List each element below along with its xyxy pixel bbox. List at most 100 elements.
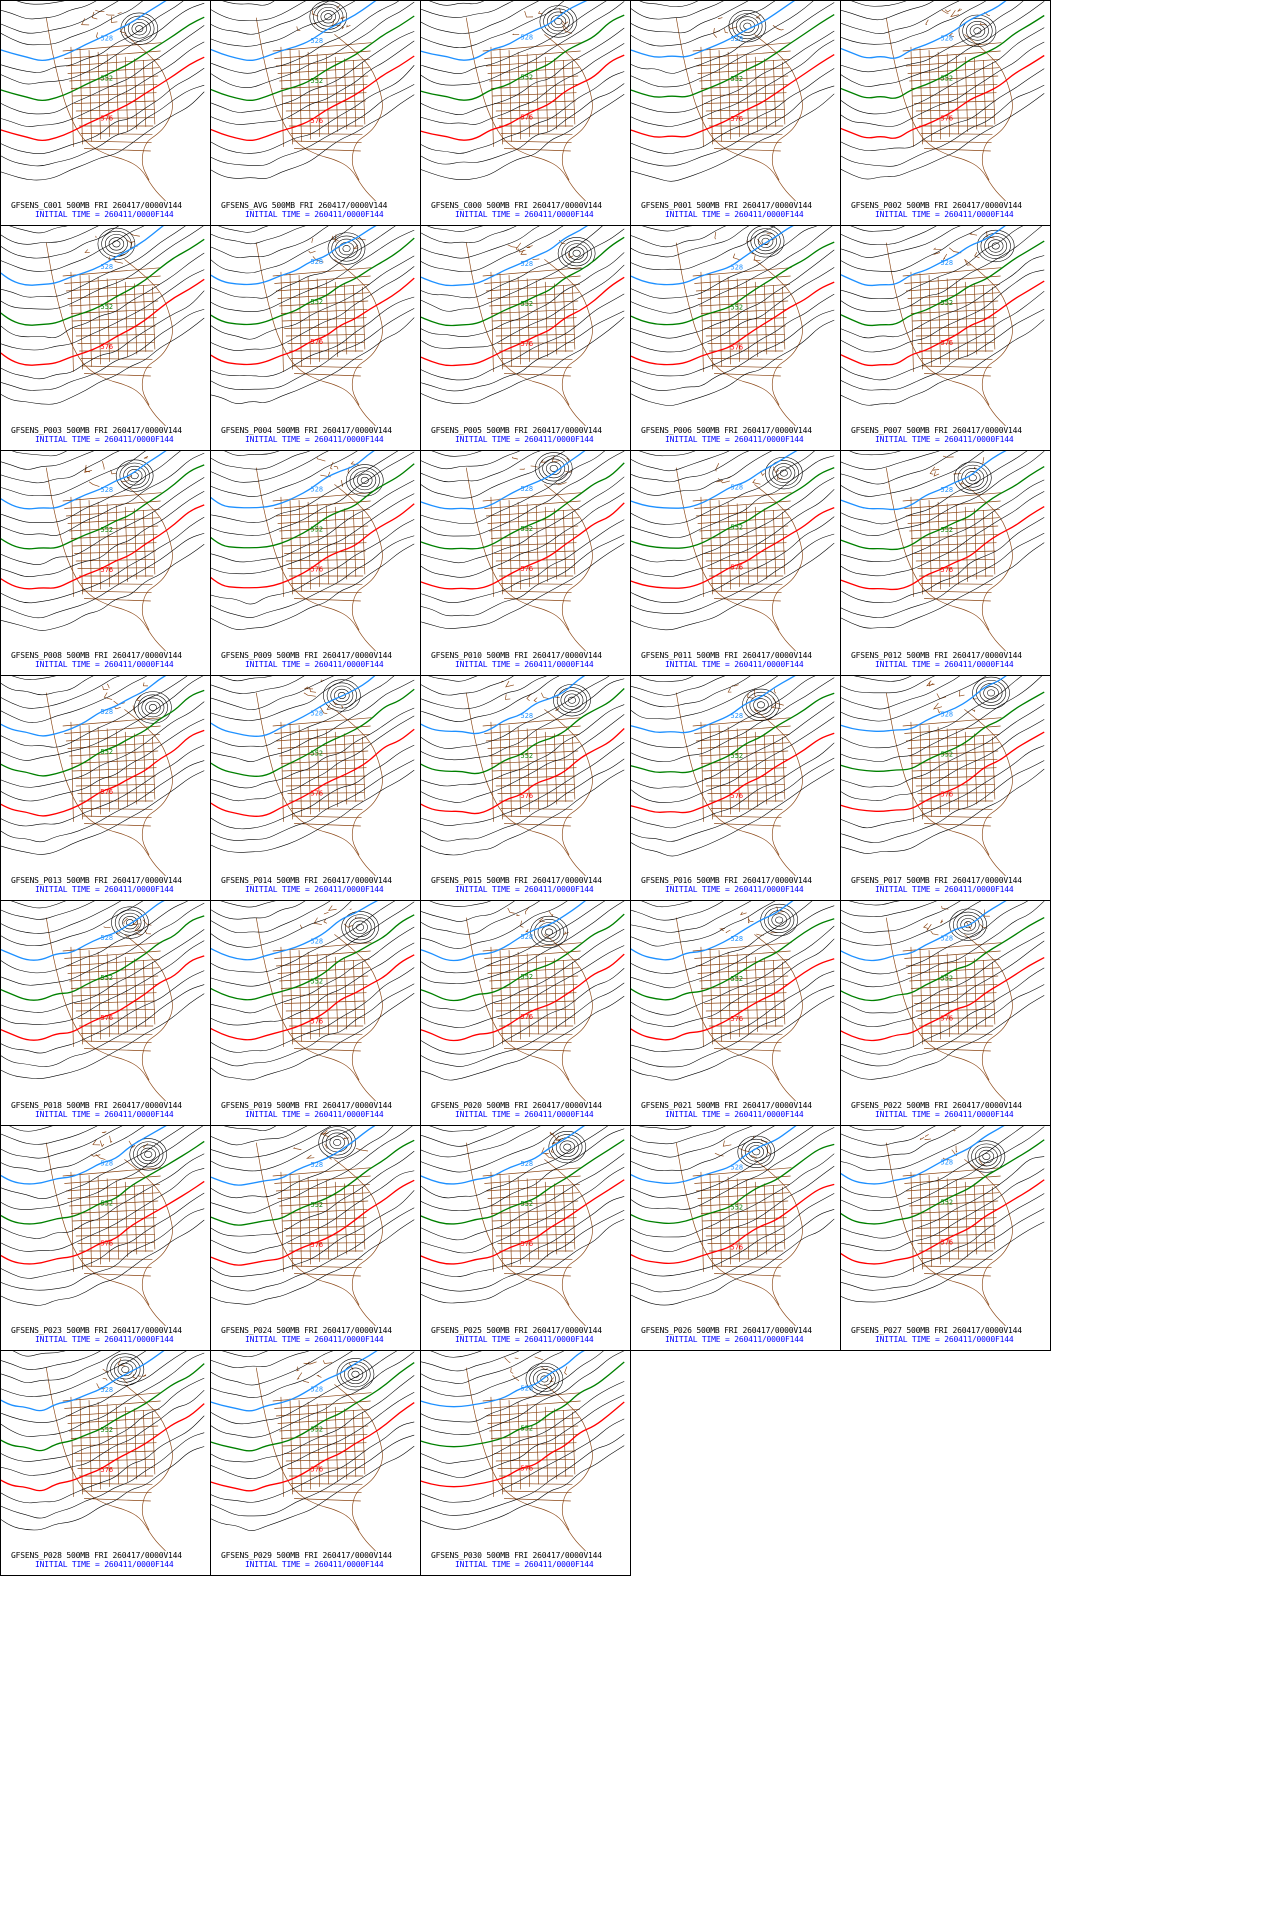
closed-low-contour bbox=[991, 242, 1000, 250]
initial-time-label: INITIAL TIME = 260411/0000F144 bbox=[875, 435, 1014, 444]
height-contour-line bbox=[211, 226, 354, 274]
state-boundary bbox=[707, 1242, 785, 1244]
state-boundary bbox=[362, 61, 366, 125]
state-boundary bbox=[124, 731, 129, 807]
state-boundary bbox=[937, 951, 941, 1040]
island-outline bbox=[303, 686, 314, 690]
height-contour-line bbox=[421, 769, 625, 856]
state-boundary bbox=[499, 1398, 503, 1495]
west-coastline bbox=[465, 467, 586, 651]
island-outline bbox=[303, 1380, 310, 1383]
height-contour-line bbox=[211, 1351, 398, 1425]
state-boundary bbox=[909, 525, 999, 532]
height-contour-line bbox=[211, 226, 396, 299]
contour-576 bbox=[211, 55, 415, 142]
height-contours bbox=[631, 226, 835, 406]
island-outline bbox=[926, 924, 932, 931]
height-contour-line bbox=[631, 1126, 726, 1145]
height-contour-line bbox=[421, 451, 566, 499]
contour-576 bbox=[211, 1179, 415, 1266]
state-boundary bbox=[912, 542, 997, 547]
island-outline bbox=[106, 14, 115, 16]
closed-low-contour bbox=[530, 915, 568, 949]
island-outline bbox=[550, 1148, 554, 1153]
contour-label: 528 bbox=[521, 933, 534, 941]
height-contour-line bbox=[631, 676, 726, 696]
contour-576 bbox=[421, 728, 625, 815]
contour-label: 576 bbox=[941, 114, 954, 122]
height-contour-line bbox=[1, 701, 205, 788]
closed-low-contour bbox=[953, 911, 984, 938]
ensemble-map-panel: 528 552 576 GFSENS_P002 500MB FRI 260417/00… bbox=[840, 0, 1051, 226]
closed-low-contour bbox=[352, 920, 368, 934]
island-outline bbox=[955, 1145, 958, 1153]
contour-528 bbox=[1, 1126, 167, 1185]
island-outline bbox=[942, 253, 948, 260]
state-boundary bbox=[482, 42, 582, 52]
contour-label: 576 bbox=[101, 114, 114, 122]
state-boundary bbox=[517, 726, 521, 815]
closed-low-contour bbox=[541, 925, 557, 939]
state-boundary bbox=[489, 975, 579, 982]
contour-label: 528 bbox=[731, 1163, 744, 1171]
height-contour-line bbox=[841, 27, 1045, 115]
state-boundary bbox=[704, 100, 786, 104]
island-outline bbox=[96, 32, 99, 40]
contour-576 bbox=[841, 1179, 1045, 1265]
height-contours bbox=[1, 1351, 205, 1531]
state-boundary bbox=[494, 325, 576, 329]
state-boundary bbox=[709, 498, 713, 595]
state-boundary bbox=[124, 506, 129, 582]
state-boundary bbox=[710, 1258, 783, 1260]
initial-time-label: INITIAL TIME = 260411/0000F144 bbox=[35, 885, 174, 894]
height-contour-line bbox=[841, 1221, 1045, 1303]
height-contour-line bbox=[841, 479, 1045, 562]
state-boundary bbox=[275, 1184, 370, 1192]
state-boundary bbox=[709, 48, 713, 145]
initial-time-label: INITIAL TIME = 260411/0000F144 bbox=[875, 660, 1014, 669]
contour-label: 552 bbox=[521, 74, 534, 82]
panel-title: GFSENS_P007 500MB FRI 260417/0000V144 bbox=[851, 426, 1022, 435]
state-boundary bbox=[709, 948, 713, 1045]
height-contour-line bbox=[211, 31, 415, 113]
height-contour-line bbox=[1, 676, 148, 723]
state-boundary bbox=[62, 1392, 162, 1402]
closed-low-contour bbox=[982, 1153, 991, 1160]
ensemble-map-panel: 528 552 576 GFSENS_P020 500MB FRI 260417/00… bbox=[420, 900, 631, 1126]
height-contour-line bbox=[1, 452, 205, 536]
height-contour-line bbox=[631, 533, 835, 614]
state-boundary bbox=[973, 733, 978, 805]
island-outline bbox=[324, 1143, 328, 1149]
state-boundary bbox=[292, 1040, 362, 1043]
height-contour-line bbox=[631, 985, 835, 1068]
height-contour-line bbox=[421, 1218, 625, 1304]
island-outline bbox=[713, 33, 717, 38]
closed-low-contour bbox=[133, 1141, 164, 1168]
contour-label: 576 bbox=[941, 566, 954, 574]
state-boundary bbox=[485, 734, 580, 742]
geographic-boundaries bbox=[465, 680, 593, 876]
state-boundary bbox=[489, 1200, 579, 1207]
state-boundary bbox=[553, 283, 558, 355]
contour-label: 576 bbox=[311, 117, 324, 125]
state-boundary bbox=[763, 958, 768, 1030]
state-boundary bbox=[80, 583, 153, 585]
state-boundary bbox=[272, 492, 372, 502]
island-outline bbox=[510, 1367, 514, 1374]
closed-low-contour bbox=[771, 913, 787, 927]
contour-label: 552 bbox=[521, 752, 534, 760]
height-contour-line bbox=[211, 519, 415, 605]
state-boundary bbox=[80, 358, 153, 360]
state-boundary bbox=[920, 1258, 993, 1260]
state-boundary bbox=[544, 731, 549, 807]
state-boundary bbox=[544, 56, 549, 132]
state-boundary bbox=[307, 51, 311, 140]
state-boundary bbox=[124, 281, 129, 357]
state-boundary bbox=[710, 133, 783, 135]
island-outline bbox=[102, 461, 105, 470]
state-boundary bbox=[902, 942, 1002, 952]
island-outline bbox=[84, 249, 90, 253]
state-boundary bbox=[287, 117, 365, 119]
closed-low-contour bbox=[330, 685, 354, 706]
